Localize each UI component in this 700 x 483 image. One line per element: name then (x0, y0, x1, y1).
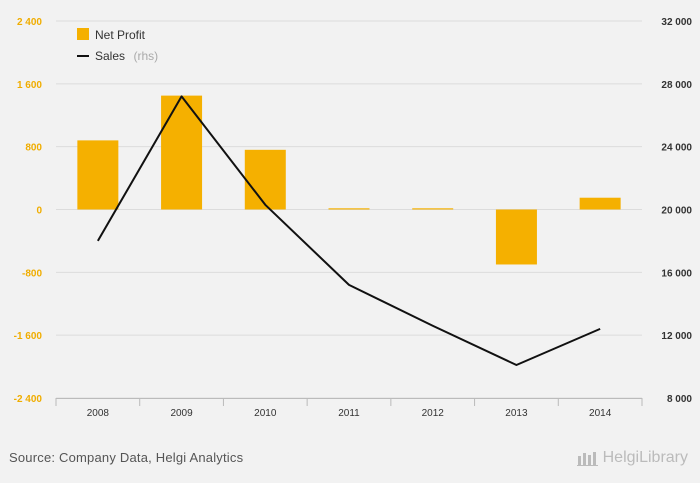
y-right-tick-label-2: 16 000 (661, 268, 692, 279)
y-left-tick-label-0: -2 400 (14, 394, 43, 405)
y-right-tick-label-3: 20 000 (661, 206, 692, 217)
x-tick-label-2014: 2014 (589, 408, 612, 419)
y-left-tick-label-5: 1 600 (17, 80, 42, 91)
x-tick-label-2010: 2010 (254, 408, 277, 419)
y-left-tick-label-1: -1 600 (14, 331, 43, 342)
bar-net-profit-2014 (579, 197, 621, 210)
legend-label-sales-name: Sales (95, 49, 125, 63)
legend-label-sales: Sales (rhs) (95, 47, 158, 64)
y-left-tick-label-3: 0 (36, 206, 42, 217)
y-right-tick-label-1: 12 000 (661, 331, 692, 342)
axes: 2008 2009 2010 2011 2012 2013 2014 -2 400 -1 600… (14, 17, 693, 419)
source-note: Source: Company Data, Helgi Analytics (9, 450, 244, 465)
bar-net-profit-2008 (77, 140, 119, 210)
legend: Net Profit Sales (rhs) (77, 28, 158, 64)
x-tick-label-2011: 2011 (338, 408, 360, 419)
x-tick-label-2012: 2012 (422, 408, 445, 419)
brand-name: HelgiLibrary (602, 449, 688, 466)
library-icon (576, 452, 598, 466)
x-tick-label-2008: 2008 (87, 408, 110, 419)
y-left-tick-label-4: 800 (25, 143, 42, 154)
y-left-tick-label-2: -800 (22, 268, 42, 279)
y-right-tick-label-4: 24 000 (661, 143, 692, 154)
bar-net-profit-2011 (328, 208, 370, 210)
chart: 2008 2009 2010 2011 2012 2013 2014 -2 400 -1 600… (14, 17, 693, 419)
y-right-tick-label-5: 28 000 (661, 80, 692, 91)
bar-net-profit-2009 (161, 95, 203, 210)
y-left-tick-label-6: 2 400 (17, 17, 42, 28)
sales-line-group (96, 95, 601, 367)
brand-logo: HelgiLibrary (576, 449, 688, 467)
legend-swatch-net-profit (77, 28, 89, 40)
net-profit-bars (77, 95, 621, 265)
y-right-tick-label-6: 32 000 (661, 17, 692, 28)
legend-label-sales-suffix: (rhs) (133, 49, 158, 63)
x-tick-label-2013: 2013 (505, 408, 528, 419)
bar-net-profit-2012 (412, 208, 454, 210)
legend-label-net-profit: Net Profit (95, 28, 146, 42)
bar-net-profit-2013 (495, 209, 537, 265)
bar-net-profit-2010 (244, 149, 286, 210)
gridlines (56, 20, 642, 399)
x-tick-label-2009: 2009 (170, 408, 193, 419)
y-right-tick-label-0: 8 000 (667, 394, 692, 405)
